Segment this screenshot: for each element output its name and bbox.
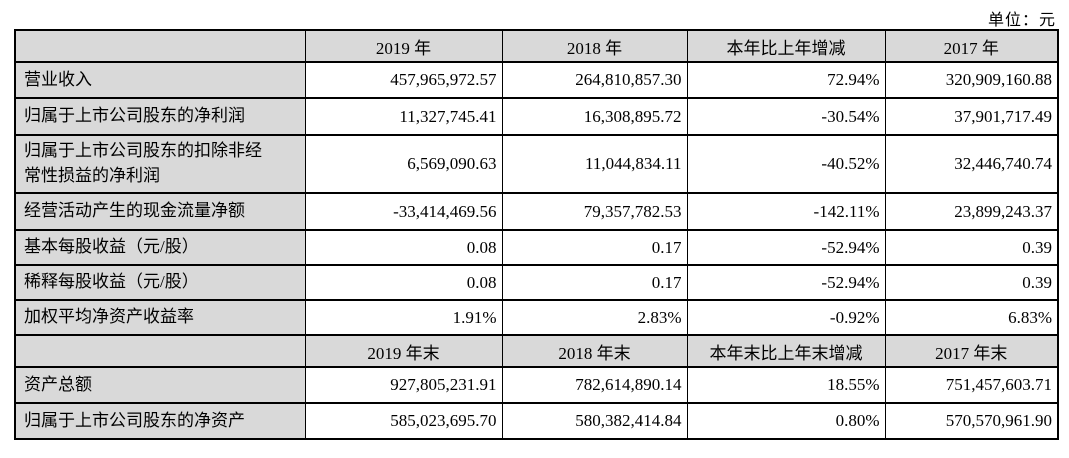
value-cell: 0.08: [304, 264, 503, 301]
value-cell: 264,810,857.30: [501, 61, 688, 99]
value-cell: 0.17: [501, 229, 688, 266]
table-row-revenue: 营业收入 457,965,972.57 264,810,857.30 72.94…: [14, 61, 1059, 99]
col-header-yoy-change: 本年比上年增减: [686, 29, 886, 63]
value-cell: 0.08: [304, 229, 503, 266]
row-label: 归属于上市公司股东的净利润: [14, 97, 306, 136]
row-label: 经营活动产生的现金流量净额: [14, 192, 306, 231]
value-cell: -0.92%: [686, 299, 886, 336]
table-row-weighted-avg-roe: 加权平均净资产收益率 1.91% 2.83% -0.92% 6.83%: [14, 299, 1059, 336]
value-cell: 11,327,745.41: [304, 97, 503, 136]
table-row-net-assets: 归属于上市公司股东的净资产 585,023,695.70 580,382,414…: [14, 402, 1059, 440]
value-cell: -52.94%: [686, 229, 886, 266]
value-cell: 79,357,782.53: [501, 192, 688, 231]
col-header-2018-end: 2018 年末: [501, 334, 688, 368]
value-cell: 570,570,961.90: [884, 402, 1059, 440]
table-row-net-profit: 归属于上市公司股东的净利润 11,327,745.41 16,308,895.7…: [14, 97, 1059, 136]
value-cell: -30.54%: [686, 97, 886, 136]
value-cell: 16,308,895.72: [501, 97, 688, 136]
header-empty-cell: [14, 334, 306, 368]
row-label: 归属于上市公司股东的净资产: [14, 402, 306, 440]
row-label: 基本每股收益（元/股）: [14, 229, 306, 266]
value-cell: 927,805,231.91: [304, 366, 503, 404]
row-label: 资产总额: [14, 366, 306, 404]
value-cell: 320,909,160.88: [884, 61, 1059, 99]
value-cell: 0.80%: [686, 402, 886, 440]
unit-label: 单位：元: [987, 12, 1056, 29]
value-cell: 782,614,890.14: [501, 366, 688, 404]
table-row-operating-cash-flow: 经营活动产生的现金流量净额 -33,414,469.56 79,357,782.…: [14, 192, 1059, 231]
value-cell: -40.52%: [686, 134, 886, 194]
value-cell: 751,457,603.71: [884, 366, 1059, 404]
header-empty-cell: [14, 29, 306, 63]
value-cell: 6.83%: [884, 299, 1059, 336]
value-cell: 32,446,740.74: [884, 134, 1059, 194]
col-header-2017-end: 2017 年末: [884, 334, 1059, 368]
value-cell: 0.17: [501, 264, 688, 301]
value-cell: 2.83%: [501, 299, 688, 336]
value-cell: 23,899,243.37: [884, 192, 1059, 231]
col-header-2017: 2017 年: [884, 29, 1059, 63]
table-row-total-assets: 资产总额 927,805,231.91 782,614,890.14 18.55…: [14, 366, 1059, 404]
value-cell: -142.11%: [686, 192, 886, 231]
col-header-2019: 2019 年: [304, 29, 503, 63]
value-cell: 457,965,972.57: [304, 61, 503, 99]
value-cell: 72.94%: [686, 61, 886, 99]
value-cell: 1.91%: [304, 299, 503, 336]
table-row-diluted-eps: 稀释每股收益（元/股） 0.08 0.17 -52.94% 0.39: [14, 264, 1059, 301]
table-row-basic-eps: 基本每股收益（元/股） 0.08 0.17 -52.94% 0.39: [14, 229, 1059, 266]
value-cell: 0.39: [884, 264, 1059, 301]
row-label: 营业收入: [14, 61, 306, 99]
col-header-2019-end: 2019 年末: [304, 334, 503, 368]
value-cell: 0.39: [884, 229, 1059, 266]
value-cell: 6,569,090.63: [304, 134, 503, 194]
period-header-row: 2019 年 2018 年 本年比上年增减 2017 年: [14, 29, 1059, 63]
value-cell: 37,901,717.49: [884, 97, 1059, 136]
value-cell: -33,414,469.56: [304, 192, 503, 231]
key-financials-table: 2019 年 2018 年 本年比上年增减 2017 年 营业收入 457,96…: [14, 29, 1059, 440]
col-header-2018: 2018 年: [501, 29, 688, 63]
value-cell: 18.55%: [686, 366, 886, 404]
row-label: 归属于上市公司股东的扣除非经常性损益的净利润: [14, 134, 306, 194]
col-header-yearend-change: 本年末比上年末增减: [686, 334, 886, 368]
table-row-net-profit-excl-nonrecurring: 归属于上市公司股东的扣除非经常性损益的净利润 6,569,090.63 11,0…: [14, 134, 1059, 194]
value-cell: 11,044,834.11: [501, 134, 688, 194]
row-label: 加权平均净资产收益率: [14, 299, 306, 336]
value-cell: 585,023,695.70: [304, 402, 503, 440]
row-label: 稀释每股收益（元/股）: [14, 264, 306, 301]
value-cell: 580,382,414.84: [501, 402, 688, 440]
value-cell: -52.94%: [686, 264, 886, 301]
yearend-header-row: 2019 年末 2018 年末 本年末比上年末增减 2017 年末: [14, 334, 1059, 368]
